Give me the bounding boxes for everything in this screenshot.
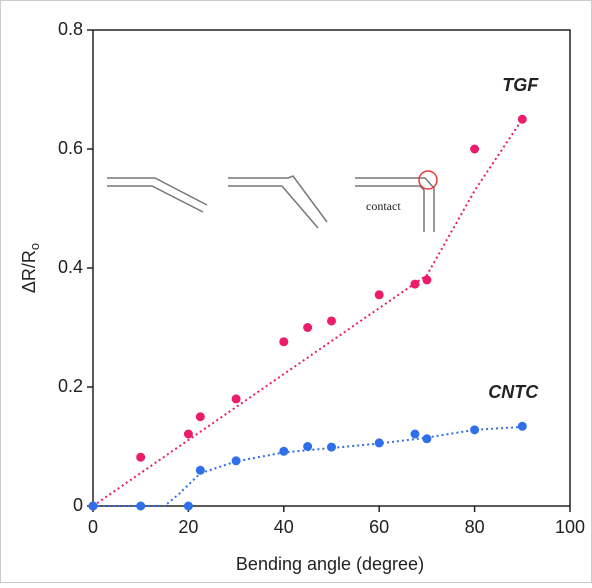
x-tick-label: 20	[178, 517, 198, 537]
x-tick-label: 40	[274, 517, 294, 537]
x-tick-label: 0	[88, 517, 98, 537]
data-point	[303, 323, 313, 332]
x-tick-label: 80	[465, 517, 485, 537]
data-point	[183, 429, 193, 439]
data-point	[470, 144, 480, 154]
y-tick-label: 0.8	[58, 19, 83, 39]
data-point	[195, 465, 205, 475]
data-point	[374, 438, 384, 448]
y-axis-label-sub: o	[27, 243, 42, 250]
y-tick-label: 0.4	[58, 257, 83, 277]
data-point	[422, 275, 432, 285]
data-point	[470, 425, 480, 435]
x-tick-label: 100	[555, 517, 585, 537]
data-point	[136, 501, 146, 511]
data-point	[517, 421, 527, 431]
data-point	[410, 279, 420, 289]
y-tick-label: 0	[73, 495, 83, 515]
data-point	[517, 114, 527, 124]
data-point	[183, 501, 193, 511]
data-point	[303, 442, 313, 451]
fit-line	[93, 425, 523, 507]
data-point	[136, 452, 146, 462]
y-tick-label: 0.6	[58, 138, 83, 158]
data-point	[195, 412, 205, 422]
series-label: TGF	[502, 75, 539, 95]
data-point	[279, 337, 289, 347]
data-point	[374, 290, 384, 300]
contact-circle	[418, 170, 438, 190]
x-tick-label: 60	[369, 517, 389, 537]
x-axis-label: Bending angle (degree)	[236, 554, 424, 574]
annotation: contact	[366, 199, 401, 213]
y-axis-label: ΔR/Ro	[19, 243, 43, 293]
y-tick-label: 0.2	[58, 376, 83, 396]
data-point	[279, 446, 289, 456]
y-axis-label-main: ΔR/R	[19, 250, 39, 293]
data-point	[327, 442, 336, 452]
fit-line	[92, 118, 524, 507]
data-point	[422, 434, 432, 444]
data-point	[231, 394, 241, 404]
data-point	[88, 501, 98, 511]
data-point	[327, 316, 336, 326]
data-point	[231, 456, 241, 466]
inset-sketches	[107, 175, 435, 232]
data-point	[410, 429, 420, 439]
series-label: CNTC	[488, 382, 539, 402]
